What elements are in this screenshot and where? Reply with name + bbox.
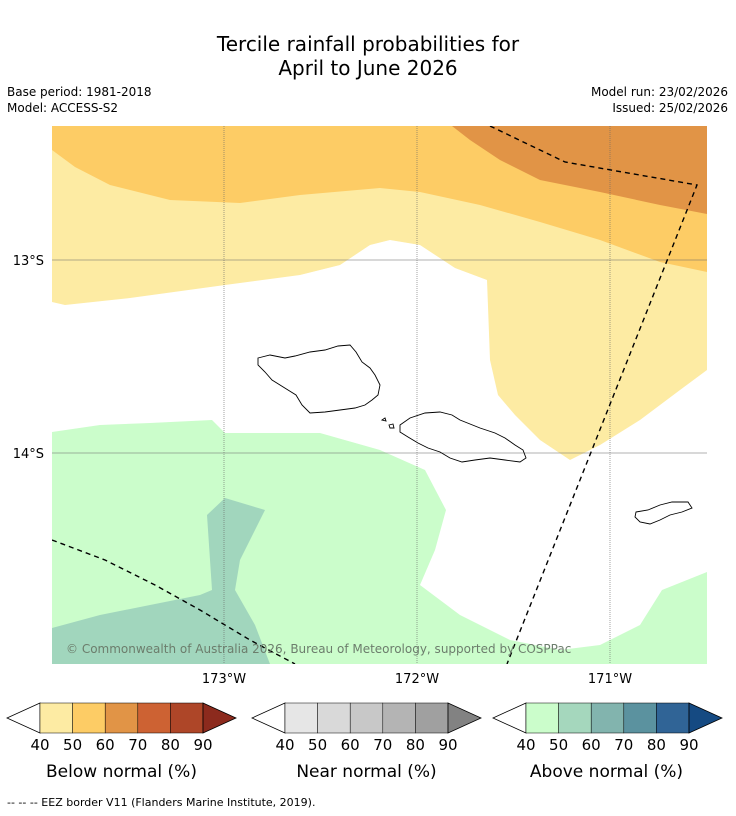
- islands: [257, 344, 693, 525]
- copyright-notice: © Commonwealth of Australia 2026, Bureau…: [66, 642, 571, 656]
- above-normal-tick-label: 60: [582, 736, 601, 754]
- above-normal-tick-label: 50: [549, 736, 568, 754]
- below-normal-swatch: [104, 702, 139, 734]
- below-normal-tick-label: 60: [96, 736, 115, 754]
- tutuila-island-outline: [634, 501, 693, 525]
- map-title-line1: Tercile rainfall probabilities for: [216, 32, 520, 56]
- savaii-island-outline: [257, 344, 381, 414]
- above-normal-under-arrow: [492, 702, 527, 734]
- eez-border-southwest: [52, 539, 296, 664]
- below-normal-swatch: [39, 702, 73, 734]
- below-normal-colorbar: 40 50 60 70 80 90: [6, 702, 237, 754]
- model-run: Model run: 23/02/2026: [590, 85, 728, 99]
- near-normal-over-arrow: [447, 702, 482, 734]
- manono-islet-outline: [388, 423, 395, 429]
- above-normal-swatch: [558, 702, 592, 734]
- lat-label-14s: 14°S: [13, 447, 44, 462]
- colorbar-legends: 40 50 60 70 80 90 40 50 60 70 80 90 40 50 60 70 80 90: [6, 702, 723, 754]
- eez-footnote: -- -- -- EEZ border V11 (Flanders Marine…: [7, 796, 316, 809]
- near-normal-tick-label: 50: [308, 736, 327, 754]
- below-normal-tick-label: 90: [193, 736, 212, 754]
- below-normal-tick-label: 40: [30, 736, 49, 754]
- above-normal-tick-label: 90: [679, 736, 698, 754]
- near-normal-tick-label: 60: [341, 736, 360, 754]
- below-normal-under-arrow: [6, 702, 41, 734]
- base-period: Base period: 1981-2018: [7, 85, 152, 99]
- above-normal-over-arrow: [688, 702, 723, 734]
- below-normal-swatch: [72, 702, 106, 734]
- near-normal-tick-label: 40: [275, 736, 294, 754]
- issued-date: Issued: 25/02/2026: [612, 101, 728, 115]
- below-normal-swatch: [170, 702, 204, 734]
- model-name: Model: ACCESS-S2: [7, 101, 119, 115]
- near-normal-swatch: [349, 702, 384, 734]
- above-normal-swatch: [590, 702, 625, 734]
- above-normal-label: Above normal (%): [529, 762, 684, 782]
- above-normal-tick-label: 40: [516, 736, 535, 754]
- above-normal-tick-label: 70: [614, 736, 633, 754]
- lon-label-173w: 173°W: [202, 672, 246, 687]
- near-normal-swatch: [284, 702, 318, 734]
- above-normal-swatch: [525, 702, 559, 734]
- above-normal-colorbar: 40 50 60 70 80 90: [492, 702, 723, 754]
- near-normal-tick-label: 80: [406, 736, 425, 754]
- near-normal-swatch: [317, 702, 351, 734]
- graticule: [52, 126, 707, 664]
- near-normal-label: Near normal (%): [296, 762, 437, 782]
- below-normal-tick-label: 50: [63, 736, 82, 754]
- near-normal-colorbar: 40 50 60 70 80 90: [251, 702, 482, 754]
- near-normal-under-arrow: [251, 702, 286, 734]
- map-title-line2: April to June 2026: [278, 56, 458, 80]
- above-normal-50-region: [52, 498, 270, 664]
- below-normal-over-arrow: [202, 702, 237, 734]
- near-normal-swatch: [382, 702, 416, 734]
- below-normal-label: Below normal (%): [46, 762, 197, 782]
- lon-label-171w: 171°W: [588, 672, 632, 687]
- above-normal-swatch: [623, 702, 657, 734]
- below-normal-tick-label: 80: [161, 736, 180, 754]
- lon-label-172w: 172°W: [395, 672, 439, 687]
- upolu-island-outline: [399, 411, 527, 463]
- below-normal-tick-label: 70: [128, 736, 147, 754]
- above-normal-tick-label: 80: [647, 736, 666, 754]
- below-normal-swatch: [137, 702, 171, 734]
- below-normal-60-region: [452, 126, 707, 214]
- near-normal-tick-label: 70: [373, 736, 392, 754]
- near-normal-swatch: [415, 702, 449, 734]
- lat-label-13s: 13°S: [13, 254, 44, 269]
- near-normal-tick-label: 90: [438, 736, 457, 754]
- small-islet-outline: [380, 417, 387, 422]
- above-normal-swatch: [656, 702, 690, 734]
